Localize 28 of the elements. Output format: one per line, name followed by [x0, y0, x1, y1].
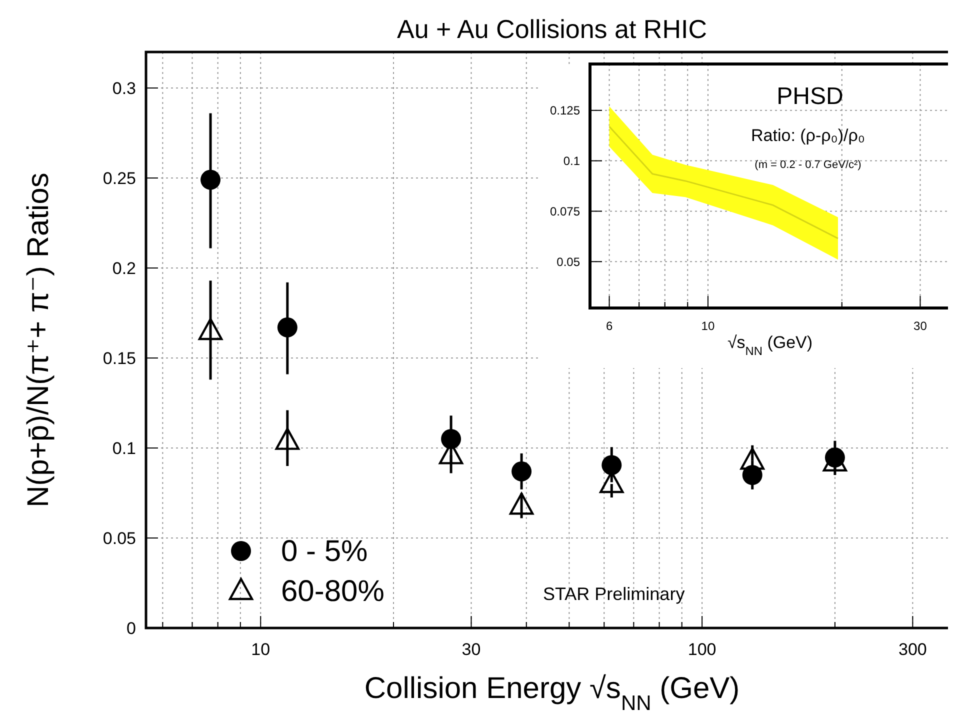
- y-tick-label: 0.15: [102, 348, 136, 368]
- x-tick-label: 6: [606, 319, 613, 333]
- text: PHSD: [776, 83, 844, 110]
- x-tick-label: 30: [462, 640, 481, 659]
- y-tick-label: 0.2: [112, 258, 136, 278]
- x-axis-title: Collision Energy √s$_{NN}$ (GeV): [364, 672, 740, 714]
- y-tick-label: 0.1: [112, 438, 136, 458]
- x-tick-label: 30: [914, 319, 928, 333]
- legend-label: 0 - 5%: [281, 535, 368, 568]
- chart-title: Au + Au Collisions at RHIC: [397, 14, 707, 44]
- x-tick-label: 10: [251, 640, 270, 659]
- y-tick-label: 0.25: [102, 168, 136, 188]
- x-tick-label: 10: [701, 319, 715, 333]
- annotation: (m = 0.2 - 0.7 GeV/c²): [754, 159, 862, 171]
- y-tick-label: 0: [126, 618, 136, 638]
- legend-label: 60-80%: [281, 575, 384, 608]
- y-tick-label: 0.075: [550, 204, 580, 218]
- x-axis-title: √s$_{NN}$ (GeV): [727, 333, 813, 358]
- x-tick-label: 300: [898, 640, 927, 659]
- y-tick-label: 0.05: [556, 254, 580, 269]
- y-tick-label: 0.125: [550, 104, 580, 118]
- annotation: STAR Preliminary: [543, 584, 685, 604]
- y-axis-title: N(p+p̄)/N(π⁺+ π⁻) Ratios: [22, 172, 55, 508]
- annotation: Ratio: (ρ-ρ₀)/ρ₀: [751, 126, 865, 145]
- x-tick-label: 100: [688, 640, 716, 659]
- y-tick-label: 0.05: [102, 528, 136, 548]
- y-tick-label: 0.1: [563, 154, 580, 168]
- y-tick-label: 0.3: [112, 78, 136, 98]
